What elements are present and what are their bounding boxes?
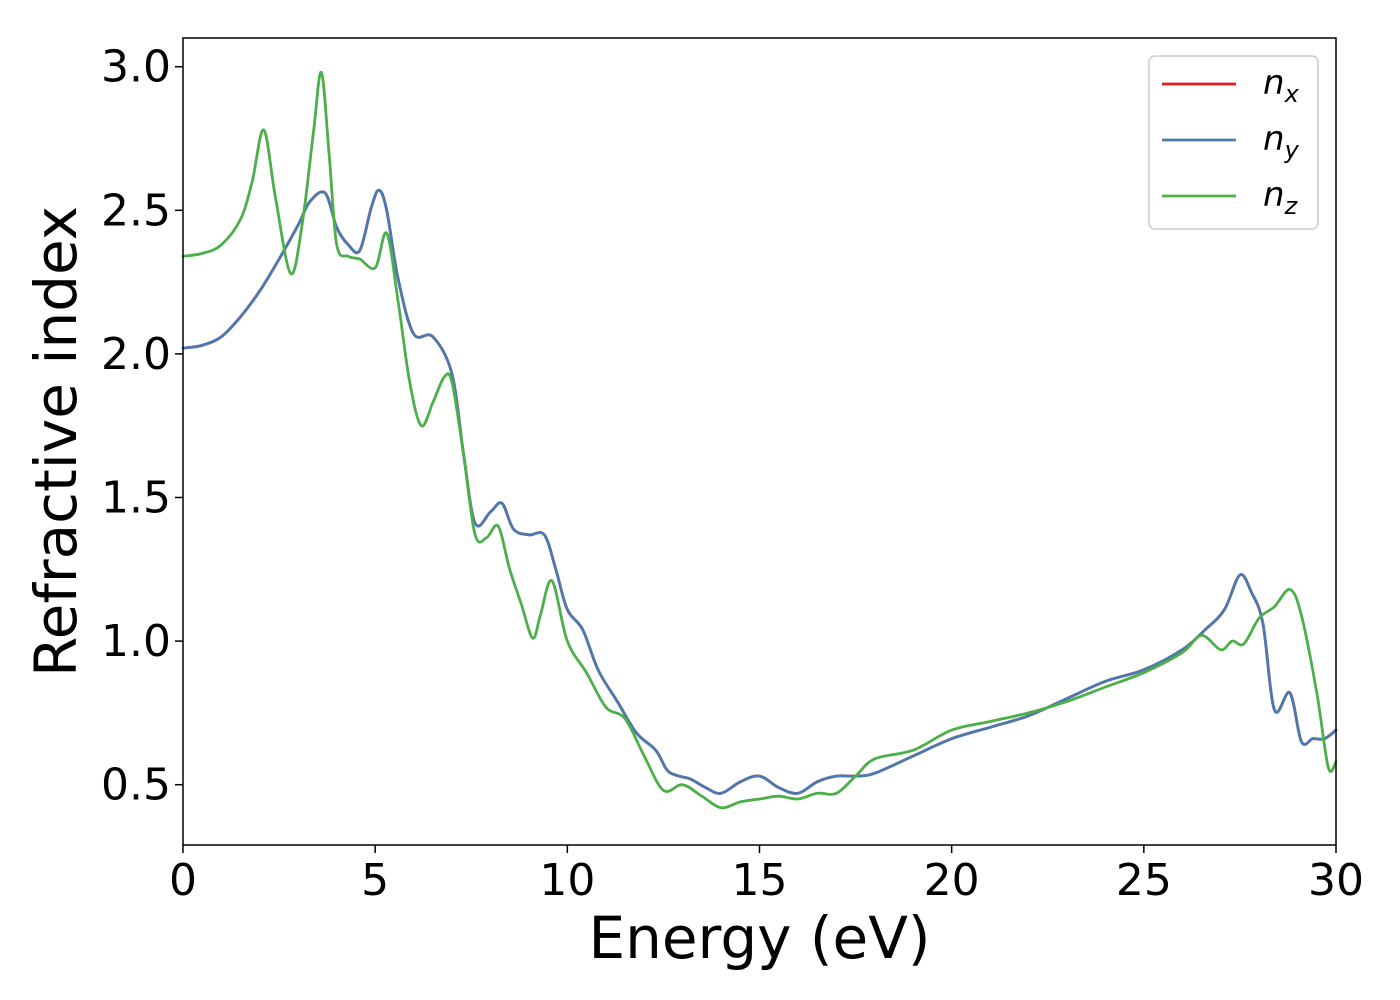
x-tick-label: 5 (361, 855, 389, 906)
legend-box (1148, 55, 1319, 230)
legend-label-n-x: nx (1263, 63, 1300, 108)
y-tick-label: 2.5 (101, 185, 171, 236)
x-tick-label: 15 (732, 855, 788, 906)
x-tick-label: 0 (169, 855, 197, 906)
series-line-n-z (181, 71, 1338, 810)
x-tick-label: 25 (1116, 855, 1172, 906)
series-layer (181, 71, 1338, 810)
y-tick-label: 2.0 (101, 329, 171, 380)
x-tick-label: 20 (924, 855, 980, 906)
y-axis-label: Refractive index (22, 206, 90, 677)
y-tick-label: 0.5 (101, 760, 171, 811)
y-tick-label: 1.5 (101, 473, 171, 524)
y-tick-label: 1.0 (101, 616, 171, 667)
legend-label-n-y: ny (1263, 119, 1300, 164)
x-axis-label: Energy (eV) (588, 904, 930, 972)
legend-label-n-z: nz (1263, 175, 1299, 220)
ticks-layer: 0 5 10 15 20 25 30 0.5 1.0 1.5 2.0 2.5 3.0 (101, 42, 1364, 906)
y-tick-label: 3.0 (101, 42, 171, 93)
x-tick-label: 30 (1308, 855, 1364, 906)
legend: nx ny nz (1148, 55, 1319, 230)
x-tick-label: 10 (539, 855, 595, 906)
